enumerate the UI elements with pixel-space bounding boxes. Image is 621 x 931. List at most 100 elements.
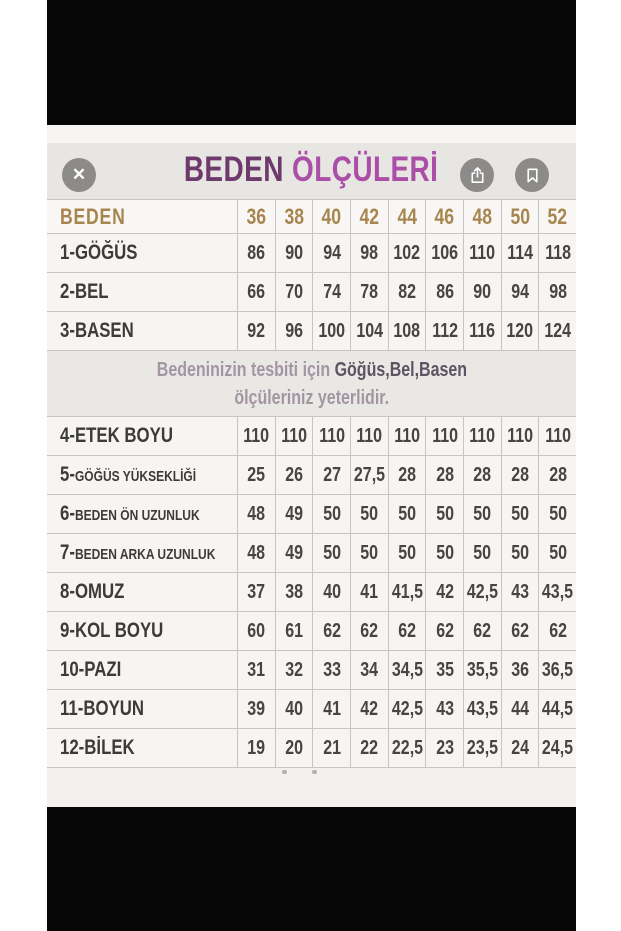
value-cell: 27 <box>312 456 350 494</box>
value-cell: 21 <box>312 729 350 767</box>
value-cell: 23,5 <box>463 729 501 767</box>
rows-bottom: 4-ETEK BOYU 110 110 110 110 110 110 110 110 110 5-… <box>47 416 576 767</box>
table-row: 11-BOYUN 39 40 41 42 42,5 43 43,5 44 44,5 <box>47 689 576 728</box>
size-cell: 40 <box>312 200 350 233</box>
value-cell: 49 <box>274 495 313 533</box>
value-cell: 26 <box>274 456 313 494</box>
value-cell: 42 <box>425 573 463 611</box>
value-cell: 50 <box>350 534 388 572</box>
value-cell: 62 <box>500 612 539 650</box>
value-cell: 50 <box>312 534 350 572</box>
share-button[interactable] <box>460 158 494 192</box>
row-label: 4-ETEK BOYU <box>60 424 173 447</box>
title-part-1: BEDEN <box>184 150 285 189</box>
size-cell: 50 <box>500 200 539 233</box>
value-cell: 20 <box>274 729 313 767</box>
value-cell: 23 <box>425 729 463 767</box>
value-cell: 86 <box>237 234 275 272</box>
bookmark-icon <box>523 166 542 185</box>
title-part-2: ÖLÇÜLERİ <box>284 150 439 189</box>
value-cell: 34,5 <box>387 651 426 689</box>
value-cell: 36,5 <box>538 651 576 689</box>
value-cell: 124 <box>538 312 576 350</box>
value-cell: 70 <box>274 273 313 311</box>
value-cell: 50 <box>538 495 576 533</box>
value-cell: 116 <box>463 312 501 350</box>
size-cell: 42 <box>350 200 388 233</box>
value-cell: 50 <box>425 534 463 572</box>
value-cell: 25 <box>237 456 275 494</box>
value-cell: 102 <box>387 234 426 272</box>
value-cell: 108 <box>387 312 426 350</box>
table-row: 7-BEDEN ARKA UZUNLUK 48 49 50 50 50 50 50 50 50 <box>47 533 576 572</box>
size-cell: 38 <box>274 200 313 233</box>
value-cell: 33 <box>312 651 350 689</box>
value-cell: 78 <box>350 273 388 311</box>
size-cell: 46 <box>425 200 463 233</box>
value-cell: 28 <box>538 456 576 494</box>
value-cell: 27,5 <box>350 456 388 494</box>
value-cell: 110 <box>387 417 426 455</box>
row-label: 5-GÖĞÜS YÜKSEKLİĞİ <box>60 463 197 486</box>
note-block: Bedeninizin tesbiti için Göğüs,Bel,Basen… <box>47 350 576 416</box>
value-cell: 40 <box>312 573 350 611</box>
row-label: 11-BOYUN <box>60 697 145 720</box>
table-row: 10-PAZI 31 32 33 34 34,5 35 35,5 36 36,5 <box>47 650 576 689</box>
page-indicator-dot <box>312 770 317 774</box>
value-cell: 22,5 <box>387 729 426 767</box>
value-cell: 50 <box>387 534 426 572</box>
table-row: 6-BEDEN ÖN UZUNLUK 48 49 50 50 50 50 50 50 50 <box>47 494 576 533</box>
value-cell: 62 <box>463 612 501 650</box>
value-cell: 110 <box>425 417 463 455</box>
size-header-row: BEDEN 36 38 40 42 44 46 48 50 52 <box>47 199 576 233</box>
value-cell: 110 <box>538 417 576 455</box>
value-cell: 92 <box>237 312 275 350</box>
value-cell: 50 <box>463 495 501 533</box>
value-cell: 22 <box>350 729 388 767</box>
bookmark-button[interactable] <box>515 158 549 192</box>
value-cell: 110 <box>463 234 501 272</box>
value-cell: 39 <box>237 690 275 728</box>
value-cell: 50 <box>425 495 463 533</box>
value-cell: 110 <box>500 417 539 455</box>
row-label: 7-BEDEN ARKA UZUNLUK <box>60 541 216 564</box>
value-cell: 82 <box>387 273 426 311</box>
value-cell: 42 <box>350 690 388 728</box>
value-cell: 86 <box>425 273 463 311</box>
value-cell: 90 <box>274 234 313 272</box>
value-cell: 28 <box>387 456 426 494</box>
value-cell: 100 <box>312 312 350 350</box>
value-cell: 98 <box>350 234 388 272</box>
value-cell: 36 <box>500 651 539 689</box>
value-cell: 43,5 <box>538 573 576 611</box>
value-cell: 32 <box>274 651 313 689</box>
size-cell: 52 <box>538 200 576 233</box>
rows-top: 1-GÖĞÜS 86 90 94 98 102 106 110 114 118 2-BEL 66 70 7… <box>47 233 576 350</box>
value-cell: 24,5 <box>538 729 576 767</box>
value-cell: 19 <box>237 729 275 767</box>
value-cell: 41 <box>312 690 350 728</box>
row-label: 9-KOL BOYU <box>60 619 164 642</box>
table-row: 8-OMUZ 37 38 40 41 41,5 42 42,5 43 43,5 <box>47 572 576 611</box>
close-button[interactable]: ✕ <box>62 158 96 192</box>
value-cell: 110 <box>237 417 275 455</box>
value-cell: 98 <box>538 273 576 311</box>
table-row: 1-GÖĞÜS 86 90 94 98 102 106 110 114 118 <box>47 233 576 272</box>
value-cell: 94 <box>312 234 350 272</box>
value-cell: 120 <box>500 312 539 350</box>
value-cell: 37 <box>237 573 275 611</box>
value-cell: 106 <box>425 234 463 272</box>
screen-bottom-strip <box>47 767 576 807</box>
row-label: 3-BASEN <box>60 319 134 342</box>
value-cell: 40 <box>274 690 313 728</box>
size-chart-image[interactable]: ✕ BEDEN ÖLÇÜLERİ BEDEN 36 38 40 42 44 46 48 50 52… <box>47 125 576 807</box>
value-cell: 41,5 <box>387 573 426 611</box>
value-cell: 28 <box>425 456 463 494</box>
row-label: 1-GÖĞÜS <box>60 241 138 264</box>
value-cell: 24 <box>500 729 539 767</box>
value-cell: 114 <box>500 234 539 272</box>
table-row: 12-BİLEK 19 20 21 22 22,5 23 23,5 24 24,5 <box>47 728 576 767</box>
table-row: 2-BEL 66 70 74 78 82 86 90 94 98 <box>47 272 576 311</box>
value-cell: 35,5 <box>463 651 501 689</box>
value-cell: 43,5 <box>463 690 501 728</box>
